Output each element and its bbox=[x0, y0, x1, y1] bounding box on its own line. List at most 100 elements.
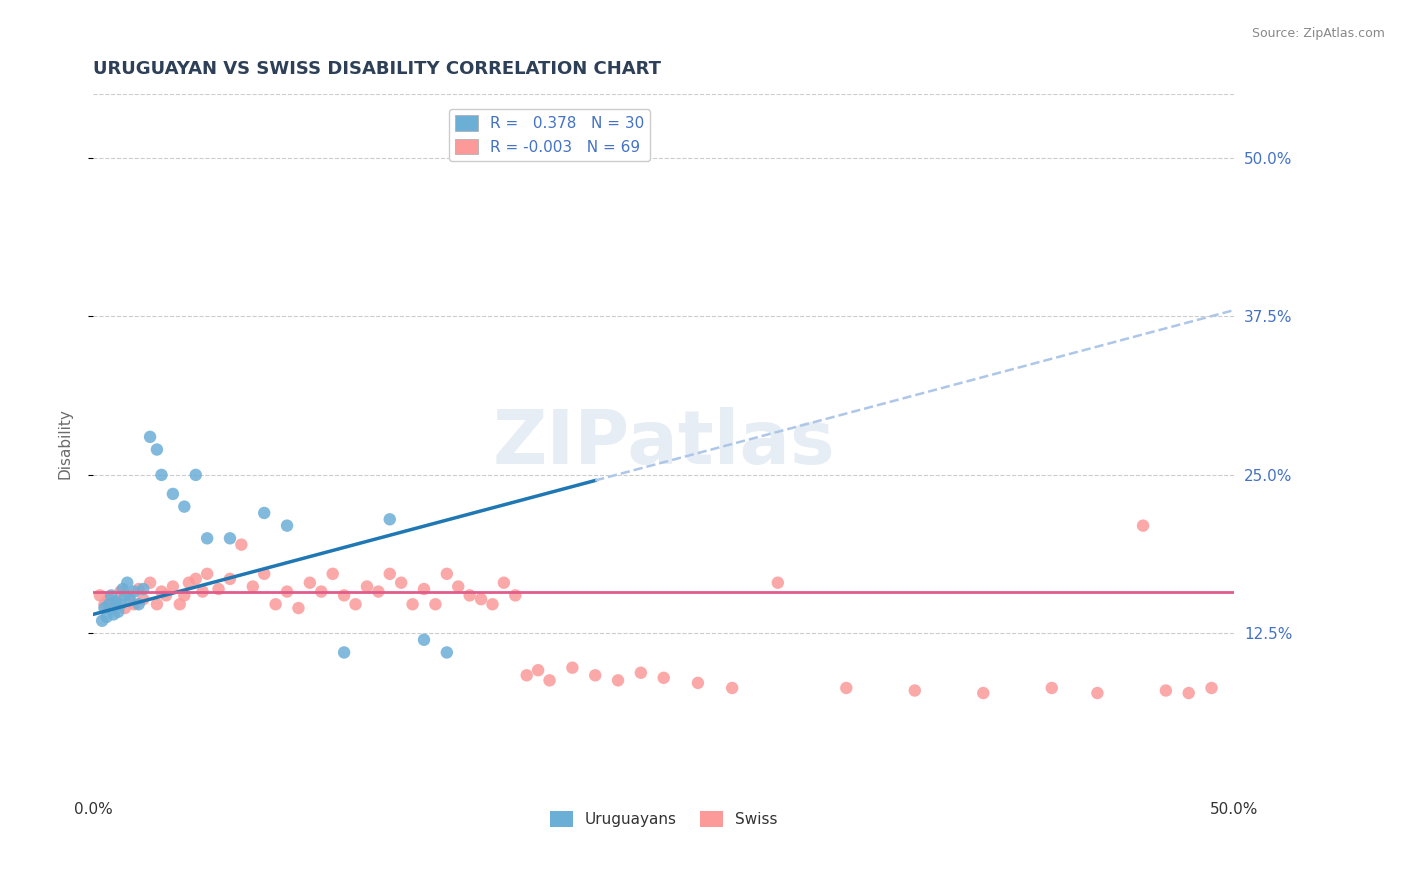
Point bbox=[298, 575, 321, 590]
Point bbox=[766, 575, 789, 590]
Point bbox=[276, 584, 298, 599]
Point bbox=[169, 597, 191, 611]
Y-axis label: Disability: Disability bbox=[58, 408, 72, 479]
Point bbox=[436, 566, 458, 581]
Point bbox=[162, 487, 184, 501]
Point bbox=[481, 597, 503, 611]
Point bbox=[378, 512, 401, 526]
Point bbox=[93, 601, 115, 615]
Point bbox=[972, 686, 994, 700]
Point bbox=[219, 572, 242, 586]
Point bbox=[264, 597, 287, 611]
Point bbox=[114, 588, 136, 602]
Point bbox=[516, 668, 538, 682]
Point bbox=[146, 442, 169, 457]
Point bbox=[1040, 681, 1063, 695]
Point bbox=[561, 661, 583, 675]
Point bbox=[1154, 683, 1177, 698]
Point bbox=[117, 575, 139, 590]
Point bbox=[118, 592, 141, 607]
Point bbox=[132, 592, 155, 607]
Point bbox=[207, 582, 229, 596]
Point bbox=[470, 592, 492, 607]
Point bbox=[425, 597, 447, 611]
Point bbox=[162, 580, 184, 594]
Point bbox=[413, 632, 436, 647]
Legend: Uruguayans, Swiss: Uruguayans, Swiss bbox=[544, 805, 783, 833]
Point bbox=[150, 584, 173, 599]
Point bbox=[253, 566, 276, 581]
Point bbox=[98, 592, 121, 607]
Point bbox=[458, 588, 481, 602]
Point bbox=[219, 531, 242, 545]
Point bbox=[344, 597, 367, 611]
Point bbox=[333, 645, 356, 659]
Point bbox=[122, 584, 145, 599]
Point bbox=[835, 681, 858, 695]
Point bbox=[114, 601, 136, 615]
Point bbox=[630, 665, 652, 680]
Point bbox=[1177, 686, 1199, 700]
Point bbox=[104, 595, 127, 609]
Point bbox=[904, 683, 927, 698]
Point bbox=[583, 668, 606, 682]
Point bbox=[110, 597, 132, 611]
Point bbox=[107, 605, 129, 619]
Point bbox=[333, 588, 356, 602]
Point bbox=[184, 467, 207, 482]
Point bbox=[104, 595, 127, 609]
Point bbox=[93, 597, 115, 611]
Point bbox=[91, 614, 114, 628]
Point bbox=[413, 582, 436, 596]
Point bbox=[401, 597, 423, 611]
Point bbox=[1087, 686, 1109, 700]
Text: URUGUAYAN VS SWISS DISABILITY CORRELATION CHART: URUGUAYAN VS SWISS DISABILITY CORRELATIO… bbox=[93, 60, 661, 78]
Point bbox=[721, 681, 744, 695]
Point bbox=[146, 597, 169, 611]
Point bbox=[139, 430, 162, 444]
Point bbox=[195, 531, 218, 545]
Text: Source: ZipAtlas.com: Source: ZipAtlas.com bbox=[1251, 27, 1385, 40]
Point bbox=[98, 597, 121, 611]
Point bbox=[139, 575, 162, 590]
Point bbox=[527, 663, 550, 677]
Point bbox=[367, 584, 389, 599]
Point bbox=[492, 575, 515, 590]
Point bbox=[389, 575, 412, 590]
Text: ZIPatlas: ZIPatlas bbox=[492, 407, 835, 480]
Point bbox=[184, 572, 207, 586]
Point bbox=[128, 582, 150, 596]
Point bbox=[607, 673, 630, 688]
Point bbox=[118, 588, 141, 602]
Point bbox=[122, 597, 145, 611]
Point bbox=[1132, 518, 1154, 533]
Point bbox=[132, 582, 155, 596]
Point bbox=[100, 588, 122, 602]
Point bbox=[100, 601, 122, 615]
Point bbox=[686, 676, 709, 690]
Point bbox=[242, 580, 264, 594]
Point bbox=[231, 538, 253, 552]
Point bbox=[110, 584, 132, 599]
Point bbox=[287, 601, 309, 615]
Point bbox=[322, 566, 344, 581]
Point bbox=[311, 584, 333, 599]
Point bbox=[103, 607, 125, 622]
Point bbox=[173, 500, 195, 514]
Point bbox=[652, 671, 675, 685]
Point bbox=[378, 566, 401, 581]
Point bbox=[128, 597, 150, 611]
Point bbox=[447, 580, 470, 594]
Point bbox=[177, 575, 200, 590]
Point bbox=[436, 645, 458, 659]
Point bbox=[150, 467, 173, 482]
Point bbox=[96, 610, 118, 624]
Point bbox=[538, 673, 561, 688]
Point bbox=[1201, 681, 1223, 695]
Point bbox=[276, 518, 298, 533]
Point bbox=[89, 588, 111, 602]
Point bbox=[253, 506, 276, 520]
Point bbox=[111, 582, 134, 596]
Point bbox=[155, 588, 177, 602]
Point bbox=[356, 580, 378, 594]
